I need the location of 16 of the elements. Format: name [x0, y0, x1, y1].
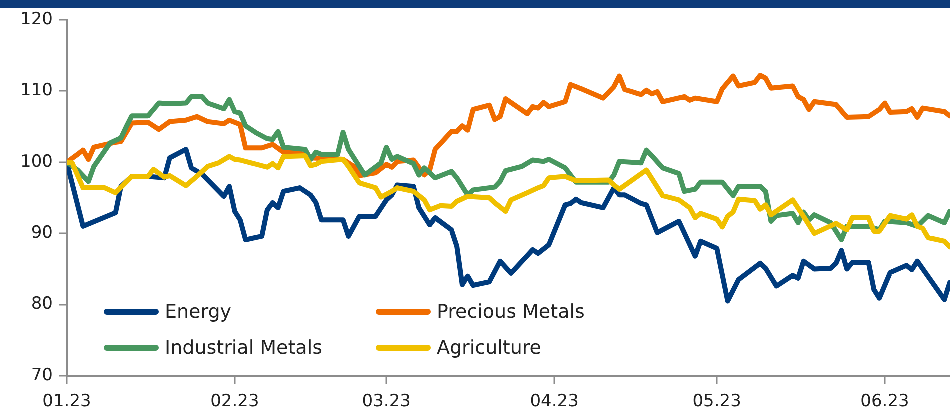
- legend-label: Energy: [165, 301, 232, 323]
- y-tick-label: 70: [31, 365, 53, 386]
- y-tick-label: 90: [31, 223, 53, 244]
- x-tick-label: 01.23: [42, 392, 92, 412]
- legend-label: Precious Metals: [437, 301, 585, 323]
- legend-label: Industrial Metals: [165, 337, 323, 359]
- y-tick-label: 80: [31, 294, 53, 314]
- x-tick-label: 04.23: [530, 392, 579, 412]
- x-tick-label: 02.23: [210, 392, 260, 412]
- y-tick-label: 110: [20, 80, 53, 101]
- y-tick-label: 100: [20, 152, 53, 172]
- y-tick-label: 120: [20, 9, 53, 30]
- x-tick-label: 05.23: [692, 392, 742, 412]
- legend-label: Agriculture: [437, 337, 542, 359]
- x-tick-label: 06.23: [860, 392, 910, 412]
- x-tick-label: 03.23: [362, 392, 411, 412]
